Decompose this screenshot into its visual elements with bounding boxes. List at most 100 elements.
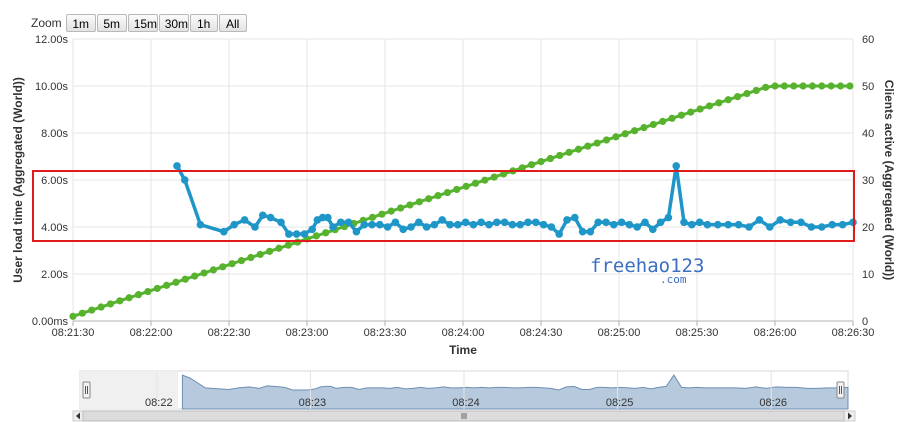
right-axis-title: Clients active (Aggregated (World))	[882, 80, 896, 280]
clients-active-point	[612, 133, 620, 141]
user-load-time-point	[415, 218, 423, 227]
navigator-label: 08:22	[145, 397, 173, 409]
left-tick-label: 2.00s	[41, 269, 68, 281]
clients-active-point	[827, 82, 835, 90]
x-tick-label: 08:22:30	[208, 327, 251, 339]
scrollbar-grip-icon	[461, 413, 467, 419]
user-load-time-point	[594, 218, 602, 227]
zoom-5m-button[interactable]: 5m	[96, 14, 127, 32]
clients-active-point	[771, 82, 779, 90]
user-load-time-point	[745, 223, 753, 231]
user-load-time-point	[266, 213, 275, 222]
zoom-30m-button[interactable]: 30m	[158, 14, 189, 32]
user-load-time-point	[277, 218, 285, 227]
user-load-time-point	[300, 230, 309, 238]
x-tick-label: 08:23:30	[364, 327, 407, 339]
clients-active-point	[387, 207, 395, 215]
clients-active-point	[836, 82, 845, 90]
x-tick-label: 08:21:30	[52, 327, 95, 339]
clients-active-point	[88, 306, 96, 314]
clients-active-point	[687, 108, 695, 116]
user-load-time-point	[602, 218, 610, 227]
clients-active-point	[443, 188, 451, 197]
zoom-1h-button[interactable]: 1h	[189, 14, 218, 32]
clients-active-point	[228, 260, 236, 268]
left-tick-label: 4.00s	[41, 222, 68, 234]
user-load-time-point	[516, 220, 524, 229]
clients-active-point	[275, 244, 283, 252]
user-load-time-point	[578, 227, 587, 236]
clients-active-point	[200, 269, 208, 277]
clients-active-point	[78, 309, 86, 317]
left-axis-ticks: 0.00ms 2.00s 4.00s 6.00s 8.00s 10.00s 12.00s	[32, 34, 69, 328]
clients-active-point	[163, 281, 171, 289]
user-load-time-point	[240, 216, 249, 224]
watermark: freehao123 .com	[590, 255, 704, 286]
clients-active-point	[406, 201, 414, 209]
left-tick-label: 10.00s	[35, 81, 69, 93]
clients-active-point	[546, 154, 554, 163]
navigator-handle-right[interactable]	[836, 381, 845, 399]
clients-active-point	[294, 238, 302, 246]
scroll-right-arrow-icon[interactable]	[848, 412, 852, 420]
zoom-1m-button[interactable]: 1m	[65, 14, 96, 32]
clients-active-point	[574, 145, 583, 153]
user-load-time-point	[680, 218, 688, 227]
clients-active-point	[284, 241, 292, 249]
user-load-time-point	[625, 220, 634, 229]
zoom-15m-button[interactable]: 15m	[127, 14, 158, 32]
zoom-label: Zoom	[31, 16, 62, 30]
clients-active-point	[780, 82, 788, 90]
clients-active-point	[172, 278, 180, 286]
clients-active-point	[659, 117, 667, 126]
clients-active-line	[72, 84, 850, 318]
user-load-time-point	[688, 220, 696, 229]
user-load-time-point	[586, 227, 595, 236]
clients-active-point	[247, 253, 255, 262]
clients-active-point	[471, 179, 480, 187]
user-load-time-point	[360, 220, 369, 229]
clients-active-point	[144, 287, 152, 296]
user-load-time-point	[500, 218, 509, 227]
clients-active-point	[191, 272, 199, 280]
clients-active-point	[434, 192, 442, 200]
clients-active-point	[116, 297, 124, 305]
user-load-time-point	[571, 213, 579, 222]
user-load-time-point	[633, 223, 641, 231]
user-load-time-point	[292, 230, 301, 238]
user-load-time-point	[173, 162, 181, 170]
user-load-time-point	[818, 223, 826, 231]
user-load-time-point	[368, 220, 376, 229]
clients-active-point	[499, 170, 508, 178]
clients-active-point	[481, 176, 489, 184]
clients-active-point	[752, 86, 760, 95]
navigator: 08:22 08:23 08:24 08:25 08:26	[72, 370, 856, 422]
scroll-left-arrow-icon[interactable]	[76, 412, 80, 420]
clients-active-point	[106, 300, 115, 308]
clients-active-point	[733, 93, 742, 101]
clients-active-point	[209, 266, 217, 274]
user-load-time-point	[230, 220, 238, 229]
navigator-series-area	[181, 374, 849, 410]
x-tick-label: 08:26:30	[832, 327, 875, 339]
navigator-label: 08:26	[759, 397, 787, 409]
user-load-time-point	[196, 220, 205, 229]
navigator-handle-left[interactable]	[82, 381, 91, 399]
user-load-time-point	[664, 213, 673, 222]
user-load-time-point	[532, 218, 540, 227]
x-axis-title: Time	[449, 343, 477, 357]
user-load-time-point	[461, 218, 470, 227]
clients-active-point	[537, 158, 545, 166]
clients-active-point	[97, 303, 105, 311]
clients-active-point	[602, 136, 611, 144]
user-load-time-point	[539, 220, 548, 229]
user-load-time-point	[797, 218, 805, 227]
user-load-time-point	[786, 218, 795, 227]
user-load-time-point	[220, 227, 228, 236]
user-load-time-point	[766, 223, 774, 231]
user-load-time-point	[181, 176, 189, 184]
right-tick-label: 0	[862, 316, 868, 328]
clients-active-point	[518, 164, 526, 172]
zoom-all-button[interactable]: All	[218, 14, 247, 32]
